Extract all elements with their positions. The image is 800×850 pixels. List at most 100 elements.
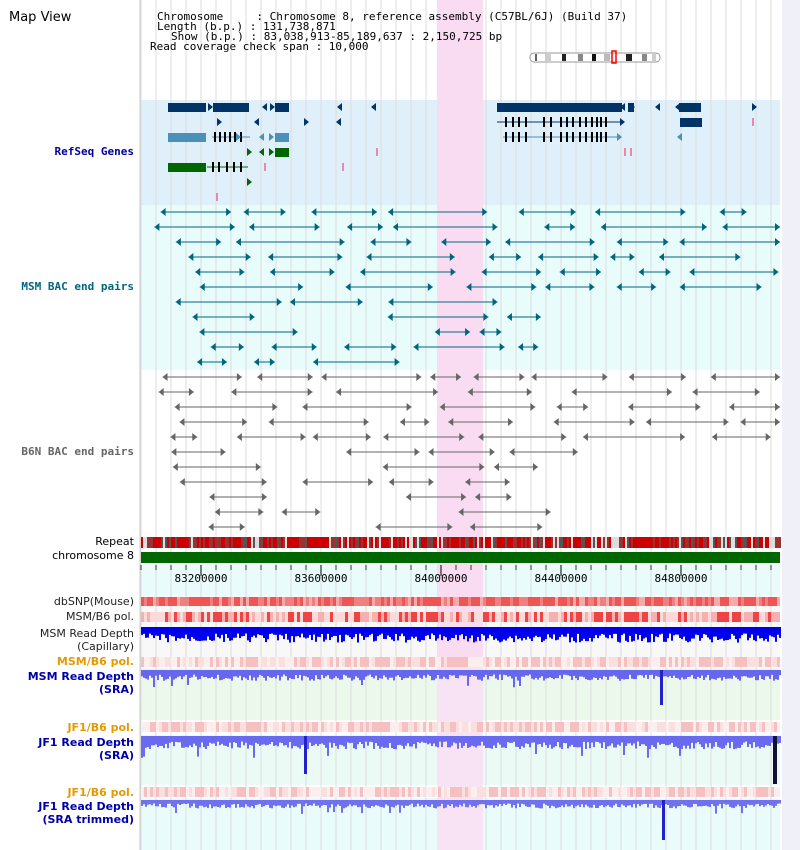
read-depth-bar <box>183 670 185 677</box>
polymorphism-cell <box>636 657 639 667</box>
read-depth-bar <box>201 627 203 641</box>
read-depth-bar <box>647 670 649 679</box>
track-label-b6n-bac[interactable]: B6N BAC end pairs <box>21 445 134 458</box>
read-depth-bar <box>353 627 355 638</box>
polymorphism-cell <box>258 722 261 732</box>
polymorphism-cell <box>759 657 762 667</box>
repeat-segment <box>559 537 561 548</box>
polymorphism-cell <box>264 722 267 732</box>
polymorphism-cell <box>474 612 477 622</box>
track-label-jf1-pol-2[interactable]: JF1/B6 pol. <box>67 786 134 799</box>
read-depth-bar <box>471 670 473 675</box>
repeat-segment <box>379 537 381 548</box>
read-depth-bar <box>235 800 237 808</box>
gene-exon-tick <box>543 132 545 142</box>
read-depth-bar <box>293 627 295 643</box>
polymorphism-cell <box>207 612 210 622</box>
read-depth-bar <box>275 800 277 807</box>
read-depth-bar <box>479 736 481 746</box>
track-label-chromosome[interactable]: chromosome 8 <box>52 549 134 562</box>
polymorphism-cell <box>174 612 177 622</box>
polymorphism-cell <box>663 722 666 732</box>
read-depth-bar <box>611 736 613 744</box>
read-depth-bar <box>771 670 773 675</box>
polymorphism-cell <box>303 722 306 732</box>
track-label-refseq[interactable]: RefSeq Genes <box>54 145 134 158</box>
repeat-segment <box>421 537 423 548</box>
polymorphism-cell <box>660 597 663 606</box>
msm-bac-end <box>311 208 317 216</box>
repeat-segment <box>671 537 673 548</box>
msm-bac-end <box>388 208 394 216</box>
read-depth-bar <box>553 627 555 635</box>
track-label-jf1-depth-trimmed[interactable]: JF1 Read Depth <box>38 800 134 813</box>
polymorphism-cell <box>186 722 189 732</box>
read-depth-bar <box>321 670 323 675</box>
gene-strand-arrow <box>675 103 680 111</box>
polymorphism-cell <box>180 787 183 797</box>
track-label-msm-b6-pol-2[interactable]: MSM/B6 pol. <box>56 655 134 668</box>
polymorphism-cell <box>642 597 645 606</box>
read-depth-bar <box>777 627 779 635</box>
repeat-segment <box>267 537 269 548</box>
msm-bac-end <box>216 238 222 246</box>
track-label-msm-b6-pol-1[interactable]: MSM/B6 pol. <box>66 610 134 623</box>
polymorphism-cell <box>324 597 327 606</box>
read-depth-bar <box>715 627 717 637</box>
read-depth-bar <box>375 736 377 744</box>
read-depth-bar <box>153 670 155 688</box>
track-label-msm-bac[interactable]: MSM BAC end pairs <box>21 280 134 293</box>
track-label-msm-depth-capillary[interactable]: MSM Read Depth <box>39 627 134 640</box>
polymorphism-cell <box>462 597 465 606</box>
b6n-bac-end <box>553 418 559 426</box>
track-label-repeat[interactable]: Repeat <box>95 535 134 548</box>
read-depth-bar <box>145 800 147 807</box>
polymorphism-cell <box>150 612 153 622</box>
polymorphism-cell <box>699 657 702 667</box>
read-depth-bar <box>401 800 403 806</box>
read-depth-bar <box>271 670 273 678</box>
read-depth-bar <box>643 736 645 745</box>
polymorphism-cell <box>777 657 780 667</box>
read-depth-bar <box>633 800 635 804</box>
repeat-segment <box>179 537 181 548</box>
polymorphism-cell <box>612 612 615 622</box>
polymorphism-cell <box>717 657 720 667</box>
repeat-segment <box>455 537 457 548</box>
b6n-bac-end <box>382 463 388 471</box>
polymorphism-cell <box>273 787 276 797</box>
polymorphism-cell <box>678 657 681 667</box>
b6n-bac-end <box>414 448 420 456</box>
polymorphism-cell <box>147 722 150 732</box>
polymorphism-cell <box>261 612 264 622</box>
read-depth-bar <box>399 736 401 745</box>
polymorphism-cell <box>309 722 312 732</box>
track-label-dbsnp[interactable]: dbSNP(Mouse) <box>53 595 134 608</box>
read-depth-bar <box>503 627 505 640</box>
read-depth-bar <box>597 670 599 680</box>
polymorphism-cell <box>180 597 183 606</box>
polymorphism-cell <box>633 597 636 606</box>
read-depth-bar <box>703 736 705 750</box>
polymorphism-cell <box>387 612 390 622</box>
polymorphism-cell <box>327 657 330 667</box>
polymorphism-cell <box>294 787 297 797</box>
read-depth-bar <box>253 670 255 678</box>
read-depth-bar <box>271 627 273 634</box>
read-depth-bar <box>313 736 315 746</box>
track-label-msm-depth-sra[interactable]: MSM Read Depth <box>27 670 134 683</box>
polymorphism-cell <box>648 722 651 732</box>
track-label-jf1-depth-sra[interactable]: JF1 Read Depth <box>38 736 134 749</box>
polymorphism-cell <box>534 597 537 606</box>
polymorphism-cell <box>486 722 489 732</box>
read-depth-bar <box>763 736 765 748</box>
msm-bac-end <box>756 283 762 291</box>
track-label-jf1-pol-1[interactable]: JF1/B6 pol. <box>67 721 134 734</box>
polymorphism-cell <box>282 657 285 667</box>
read-depth-bar <box>437 627 439 639</box>
read-depth-bar <box>689 800 691 808</box>
polymorphism-cell <box>315 657 318 667</box>
read-depth-bar <box>337 736 339 749</box>
polymorphism-cell <box>636 722 639 732</box>
